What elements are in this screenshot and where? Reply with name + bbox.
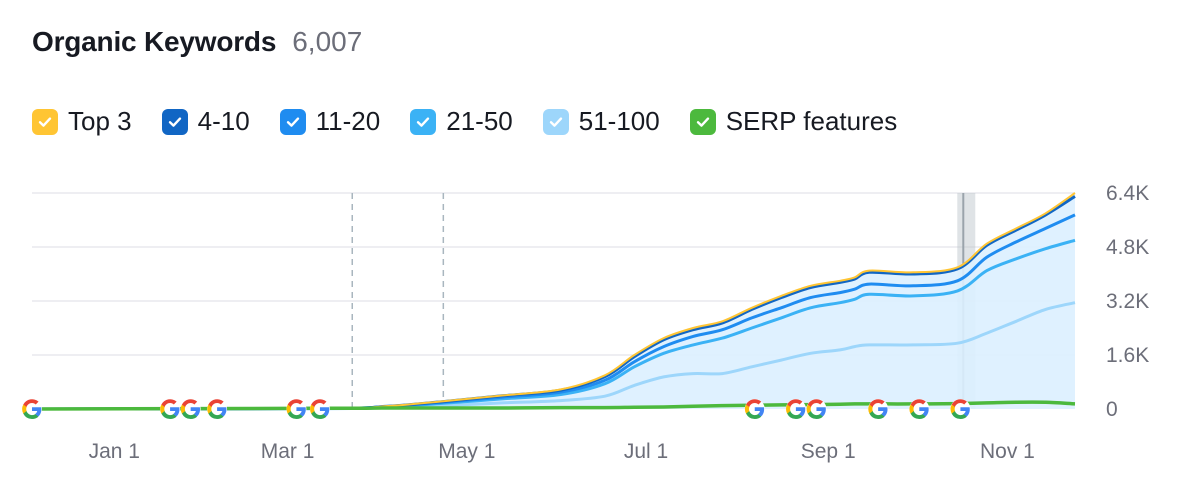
legend-label: 51-100: [578, 106, 660, 136]
page-title: Organic Keywords: [32, 26, 277, 57]
checkbox-check-icon[interactable]: [689, 108, 716, 135]
legend-item-top-3[interactable]: Top 3: [32, 106, 132, 137]
x-tick-label: Jul 1: [624, 440, 668, 463]
legend-label: SERP features: [725, 106, 898, 136]
y-tick-label: 1.6K: [1106, 344, 1149, 367]
google-update-icon: [309, 399, 330, 419]
google-update-icon: [868, 399, 889, 419]
legend-item-51-100[interactable]: 51-100: [542, 106, 660, 137]
google-update-icon: [785, 399, 806, 419]
google-update-icon: [160, 399, 181, 419]
legend-item-11-20[interactable]: 11-20: [279, 106, 381, 137]
google-update-icon: [950, 399, 971, 419]
x-tick-label: Nov 1: [980, 440, 1035, 463]
y-tick-label: 0: [1106, 398, 1118, 421]
chart-header: Organic Keywords 6,007: [32, 26, 362, 58]
google-update-icon: [806, 399, 827, 419]
keyword-count: 6,007: [292, 26, 363, 57]
x-tick-label: May 1: [438, 440, 495, 463]
x-tick-label: Mar 1: [261, 440, 315, 463]
google-update-icon: [909, 399, 930, 419]
legend-label: Top 3: [68, 106, 132, 136]
checkbox-check-icon[interactable]: [542, 108, 569, 135]
google-update-icon: [744, 399, 765, 419]
legend-label: 11-20: [315, 106, 381, 136]
google-update-icon: [180, 399, 201, 419]
legend-label: 4-10: [197, 106, 250, 136]
checkbox-check-icon[interactable]: [410, 108, 437, 135]
checkbox-check-icon[interactable]: [32, 108, 58, 135]
y-tick-label: 3.2K: [1106, 290, 1149, 313]
chart-legend: Top 3 4-10 11-20 21-50 51-100 SERP featu…: [32, 106, 927, 137]
google-update-icon: [207, 399, 228, 419]
legend-item-serp-features[interactable]: SERP features: [689, 106, 898, 137]
x-tick-label: Sep 1: [801, 440, 856, 463]
google-update-icon: [286, 399, 307, 419]
series-line-top-3: [31, 192, 1076, 410]
checkbox-check-icon[interactable]: [279, 108, 306, 135]
google-update-icon: [22, 399, 42, 419]
x-tick-label: Jan 1: [89, 440, 140, 463]
checkbox-check-icon[interactable]: [161, 108, 188, 135]
legend-item-21-50[interactable]: 21-50: [410, 106, 513, 137]
y-tick-label: 6.4K: [1106, 182, 1149, 205]
legend-item-4-10[interactable]: 4-10: [161, 106, 250, 137]
y-tick-label: 4.8K: [1106, 236, 1149, 259]
keywords-area: [32, 193, 1075, 409]
legend-label: 21-50: [446, 106, 513, 136]
